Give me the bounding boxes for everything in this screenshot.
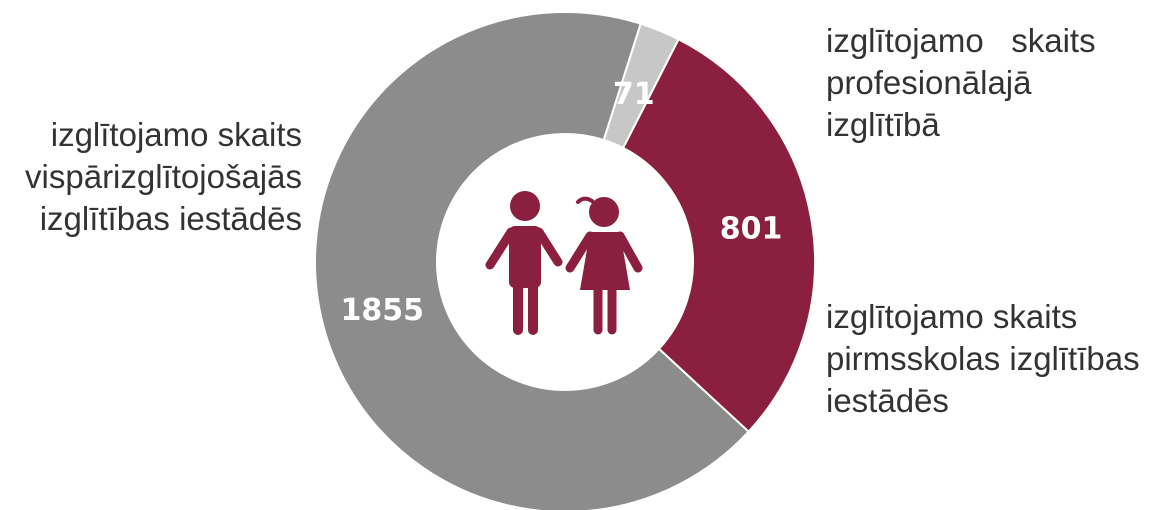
children-icon [485,191,643,335]
legend-label-general-line-1: izglītojamo skaits [50,116,302,153]
legend-label-vocational: izglītojamo skaits profesionālajā izglīt… [826,20,1096,146]
legend-label-preschool: izglītojamo skaits pirmsskolas izglītība… [826,296,1140,422]
legend-label-vocational-line-3: izglītībā [826,106,940,143]
value-label-vocational: 71 [613,77,655,112]
legend-label-vocational-line-2: profesionālajā [826,64,1032,101]
legend-label-general-line-3: izglītības iestādēs [39,200,302,237]
donut-hole [437,134,693,390]
legend-label-general-line-2: vispārizglītojošajās [25,158,302,195]
legend-label-preschool-line-1: izglītojamo skaits [826,298,1078,335]
legend-label-preschool-line-2: pirmsskolas izglītības [826,340,1140,377]
value-label-general: 1855 [341,293,425,328]
value-label-preschool: 801 [720,211,783,246]
legend-label-general: izglītojamo skaits vispārizglītojošajās … [25,114,302,240]
legend-label-vocational-line-1: izglītojamo skaits [826,22,1096,59]
chart-slices [314,11,816,510]
value-labels: 801 1855 71 [341,77,783,328]
legend-label-preschool-line-3: iestādēs [826,382,949,419]
